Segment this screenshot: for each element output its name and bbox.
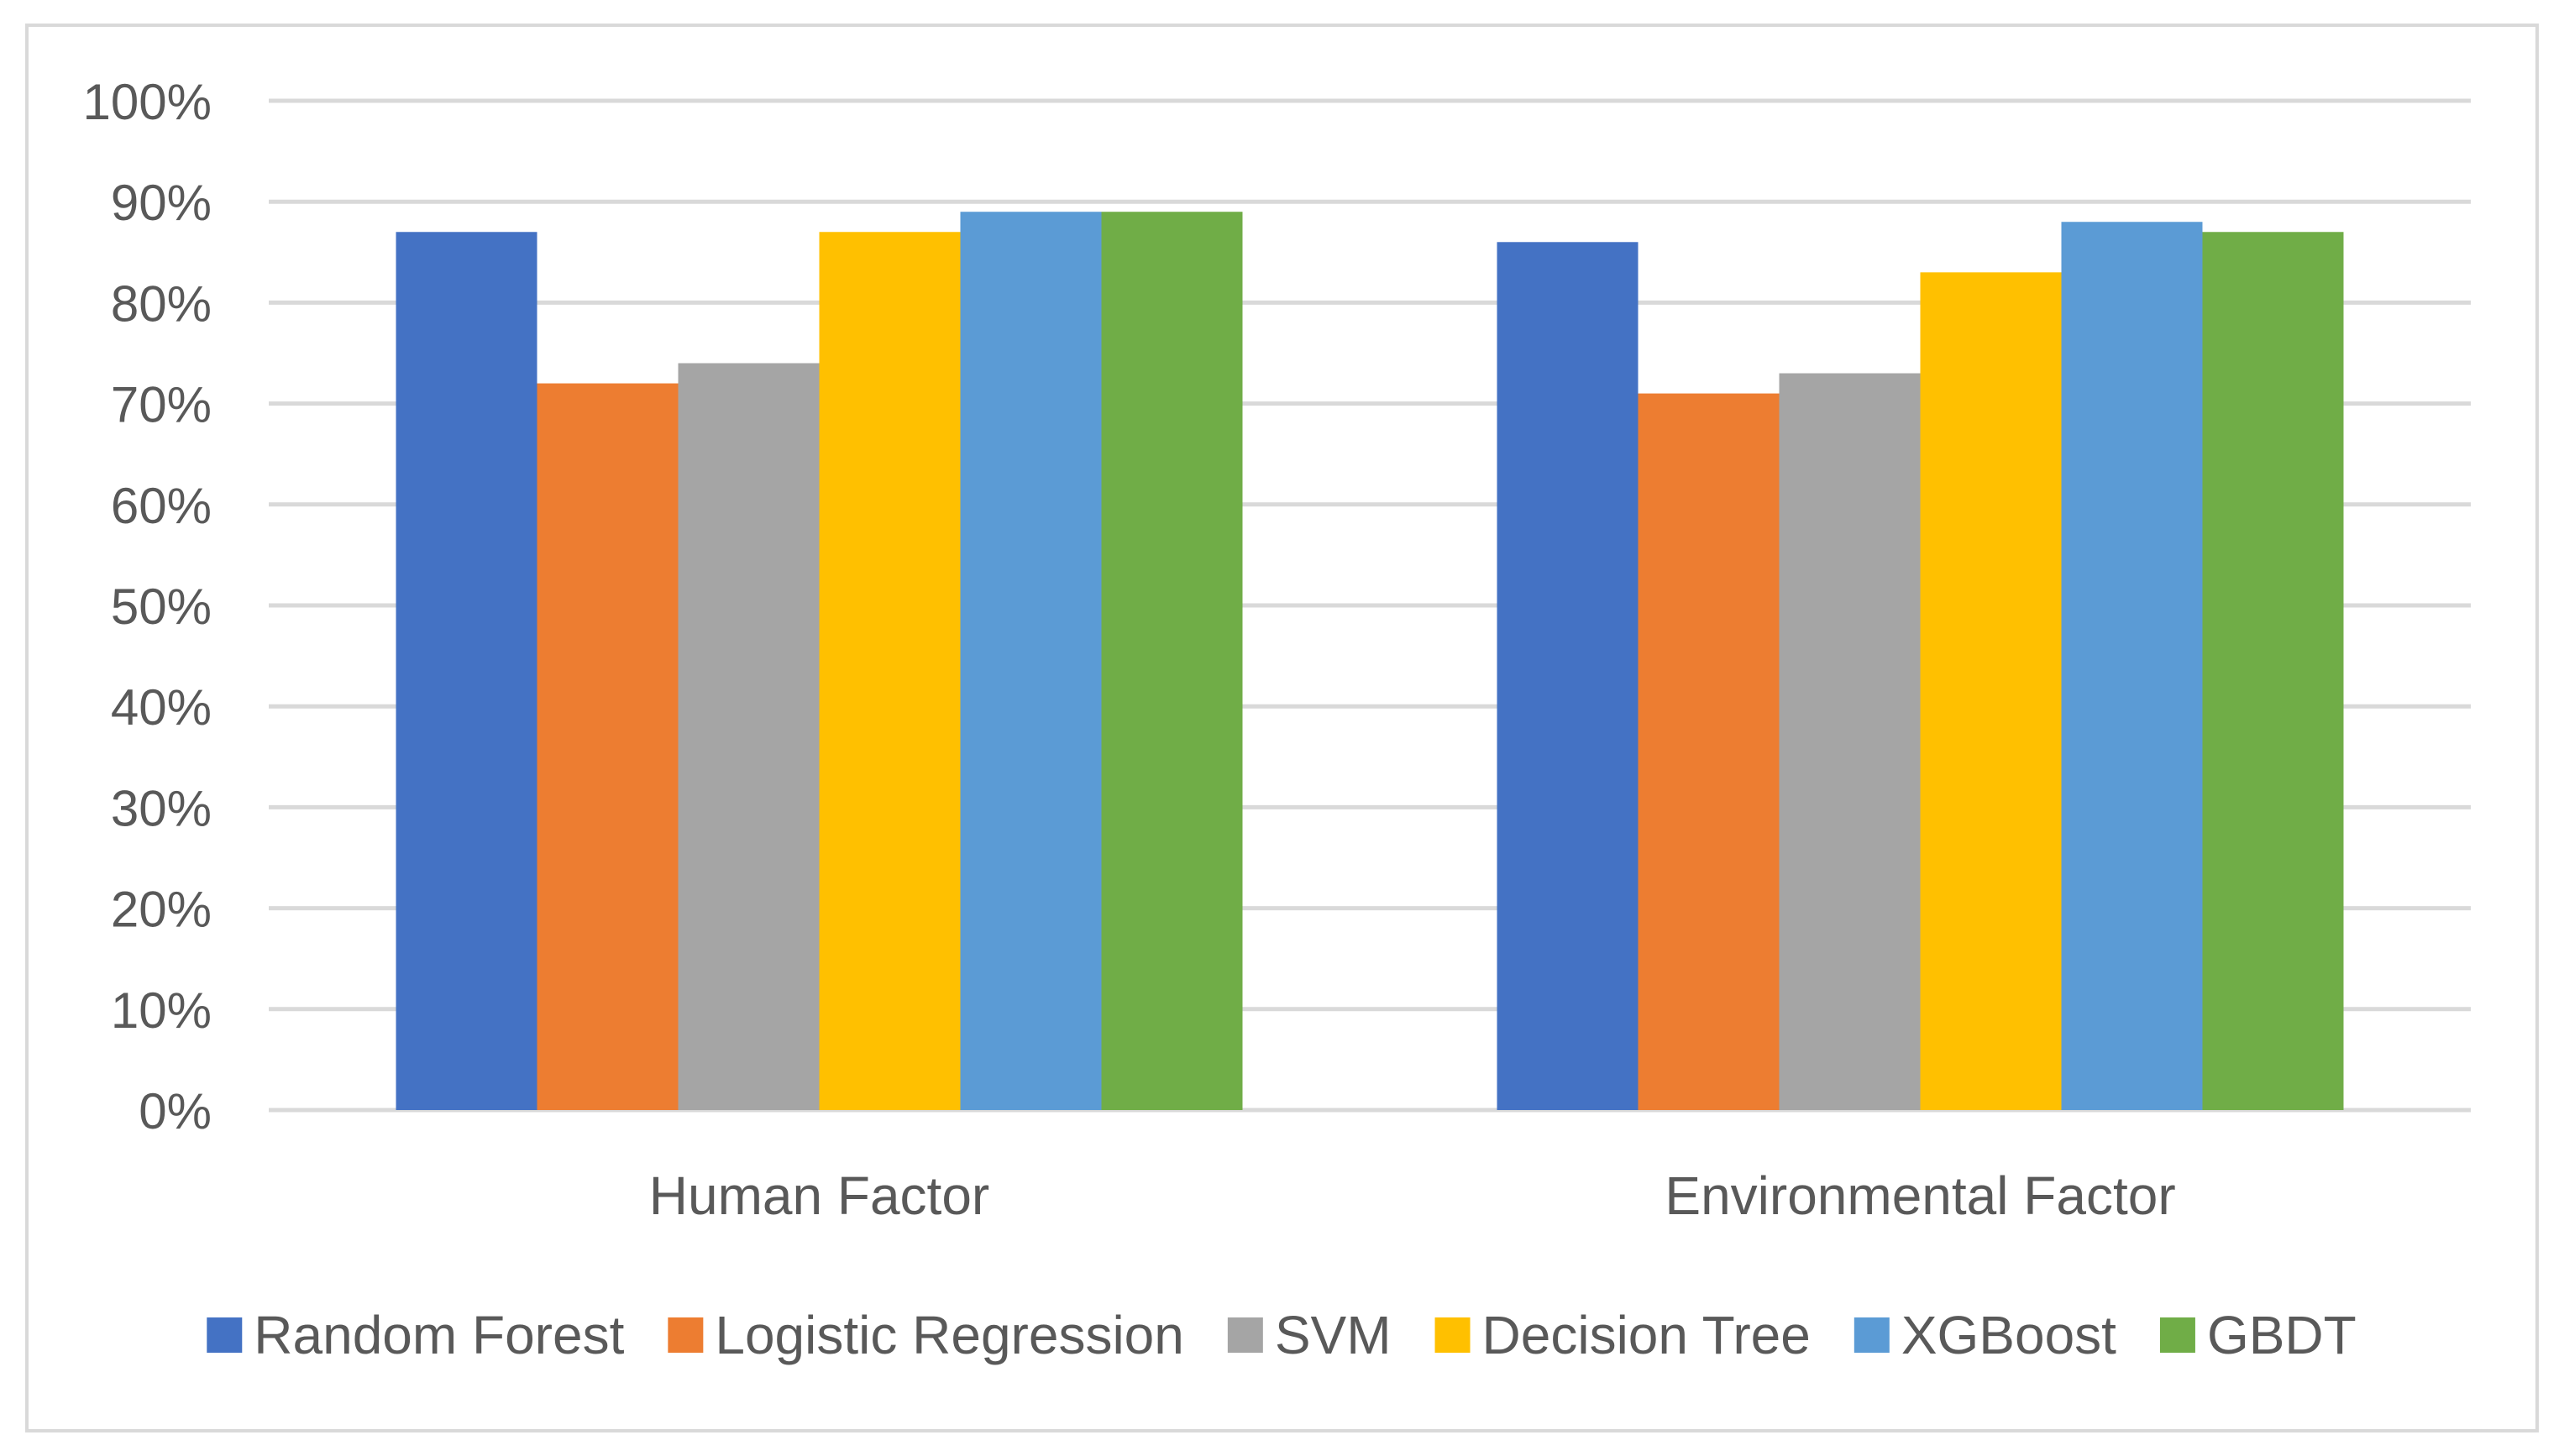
- y-tick-label: 30%: [111, 780, 212, 836]
- legend-item-logistic-regression: Logistic Regression: [668, 1305, 1184, 1365]
- legend: Random Forest Logistic Regression SVM Decis…: [207, 1305, 2357, 1365]
- legend-label: Random Forest: [254, 1305, 624, 1365]
- legend-item-xgboost: XGBoost: [1854, 1305, 2116, 1365]
- bar-xgboost-human-factor: [960, 212, 1102, 1111]
- bar-decision-tree-human-factor: [819, 232, 961, 1110]
- bar-svm-human-factor: [678, 363, 820, 1110]
- x-axis-category-labels: Human Factor Environmental Factor: [649, 1165, 2176, 1226]
- y-tick-label: 10%: [111, 982, 212, 1039]
- x-category-label: Environmental Factor: [1665, 1165, 2175, 1226]
- y-tick-label: 70%: [111, 377, 212, 433]
- legend-swatch: [1854, 1317, 1890, 1353]
- y-axis-tick-labels: 0% 10% 20% 30% 40% 50% 60% 70% 80% 90% 100%: [83, 74, 212, 1139]
- legend-item-svm: SVM: [1227, 1305, 1392, 1365]
- legend-swatch: [1227, 1317, 1263, 1353]
- legend-label: Decision Tree: [1482, 1305, 1811, 1365]
- bar-decision-tree-environmental-factor: [1920, 272, 2062, 1111]
- legend-label: XGBoost: [1901, 1305, 2116, 1365]
- bar-gbdt-human-factor: [1101, 212, 1243, 1111]
- legend-swatch: [207, 1317, 243, 1353]
- legend-item-decision-tree: Decision Tree: [1434, 1305, 1811, 1365]
- y-tick-label: 0%: [139, 1083, 212, 1139]
- bar-random-forest-environmental-factor: [1497, 242, 1639, 1110]
- legend-label: GBDT: [2207, 1305, 2357, 1365]
- legend-item-gbdt: GBDT: [2159, 1305, 2357, 1365]
- y-tick-label: 100%: [83, 74, 212, 130]
- bar-gbdt-environmental-factor: [2202, 232, 2344, 1110]
- y-tick-label: 90%: [111, 175, 212, 231]
- bar-logistic-regression-environmental-factor: [1638, 393, 1780, 1111]
- legend-swatch: [668, 1317, 704, 1353]
- legend-item-random-forest: Random Forest: [207, 1305, 625, 1365]
- y-tick-label: 20%: [111, 882, 212, 938]
- y-tick-label: 80%: [111, 275, 212, 332]
- bar-svm-environmental-factor: [1779, 373, 1921, 1110]
- legend-swatch: [2159, 1317, 2195, 1353]
- y-tick-label: 60%: [111, 478, 212, 534]
- legend-label: SVM: [1275, 1305, 1392, 1365]
- y-tick-label: 40%: [111, 679, 212, 736]
- bar-random-forest-human-factor: [396, 232, 537, 1110]
- x-category-label: Human Factor: [649, 1165, 989, 1226]
- bars: [396, 212, 2344, 1111]
- y-tick-label: 50%: [111, 579, 212, 635]
- bar-xgboost-environmental-factor: [2061, 222, 2203, 1110]
- legend-swatch: [1434, 1317, 1471, 1353]
- bar-logistic-regression-human-factor: [537, 383, 679, 1110]
- legend-label: Logistic Regression: [715, 1305, 1184, 1365]
